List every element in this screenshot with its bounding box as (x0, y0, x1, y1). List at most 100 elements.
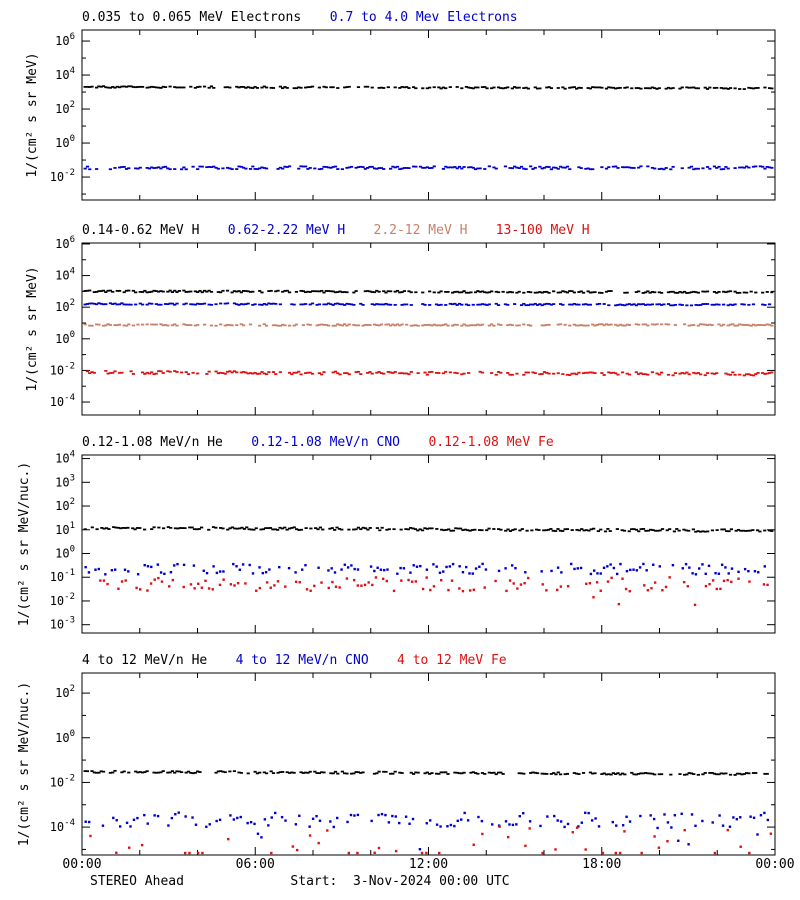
data-point (721, 824, 725, 827)
data-point (467, 324, 471, 327)
data-point (428, 324, 432, 326)
data-point (309, 589, 312, 592)
data-point (480, 290, 485, 293)
data-point (671, 290, 675, 293)
data-point (340, 303, 344, 306)
data-point (196, 291, 200, 293)
data-point (715, 166, 719, 169)
data-point (421, 166, 425, 169)
y-tick-label: 10-2 (50, 168, 75, 184)
data-point (99, 579, 102, 582)
data-point (239, 815, 242, 819)
data-point (166, 370, 170, 373)
data-point (216, 291, 220, 293)
data-point (416, 771, 420, 774)
data-point (308, 371, 312, 374)
data-point (470, 529, 475, 531)
data-point (464, 291, 468, 294)
data-point (665, 529, 669, 532)
data-point (202, 302, 207, 305)
data-point (343, 563, 347, 566)
data-point (660, 773, 664, 776)
data-point (115, 85, 119, 88)
data-point (694, 167, 698, 170)
data-point (345, 372, 349, 375)
data-point (710, 303, 714, 306)
data-point (428, 304, 432, 306)
data-point (722, 303, 726, 306)
data-point (166, 771, 170, 774)
data-point (693, 603, 697, 607)
data-point (506, 86, 510, 89)
data-point (435, 528, 439, 530)
data-point (476, 167, 480, 170)
data-point (235, 527, 239, 530)
data-point (717, 303, 721, 306)
data-point (134, 303, 138, 306)
data-point (154, 303, 158, 305)
data-point (517, 167, 521, 170)
data-point (767, 87, 772, 90)
data-point (320, 771, 324, 774)
data-point (292, 303, 296, 306)
data-point (294, 580, 298, 584)
data-point (223, 302, 227, 305)
data-point (125, 821, 129, 825)
data-point (123, 527, 128, 529)
data-point (305, 588, 309, 591)
data-point (618, 851, 622, 855)
data-point (747, 303, 751, 306)
data-point (421, 303, 425, 305)
data-point (483, 291, 487, 294)
data-point (242, 527, 246, 530)
data-point (439, 579, 443, 582)
data-point (207, 528, 211, 531)
data-point (340, 528, 344, 531)
data-point (317, 372, 322, 375)
data-point (163, 165, 168, 168)
data-point (314, 527, 318, 530)
data-point (620, 772, 625, 775)
data-point (353, 814, 356, 817)
data-point (251, 372, 255, 375)
data-point (673, 303, 677, 306)
data-point (563, 528, 567, 531)
data-point (639, 772, 643, 775)
data-point (673, 372, 677, 375)
data-point (517, 772, 521, 775)
data-point (455, 304, 459, 306)
data-point (546, 815, 549, 818)
data-point (352, 772, 356, 775)
data-point (508, 579, 512, 582)
data-point (485, 291, 489, 294)
data-point (119, 527, 123, 530)
data-point (299, 373, 303, 376)
data-point (392, 528, 396, 531)
data-point (451, 291, 455, 294)
data-point (593, 372, 597, 374)
data-point (528, 827, 531, 830)
data-point (586, 371, 590, 374)
data-point (249, 528, 254, 531)
data-point (108, 771, 113, 774)
data-point (689, 304, 694, 307)
data-point (463, 811, 466, 815)
data-point (369, 565, 373, 568)
data-point (682, 580, 686, 584)
data-point (538, 373, 542, 376)
data-point (260, 86, 264, 89)
data-point (620, 304, 625, 306)
data-point (637, 166, 641, 169)
series-0-12-1-08-mev-fe (99, 576, 769, 607)
data-point (767, 166, 772, 169)
data-point (526, 291, 531, 293)
data-point (349, 813, 353, 817)
data-point (719, 772, 723, 775)
data-point (87, 571, 91, 574)
panel-electrons: 0.035 to 0.065 MeV Electrons 0.7 to 4.0 M… (25, 10, 776, 201)
data-point (152, 373, 156, 376)
series-0-14-0-62-mev-h (83, 289, 774, 294)
data-point (572, 86, 576, 88)
data-point (468, 529, 472, 532)
data-point (758, 530, 762, 533)
